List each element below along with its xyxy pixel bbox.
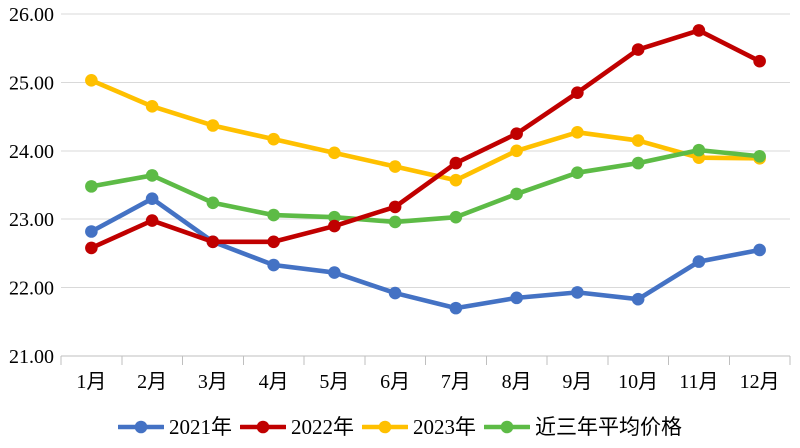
series-2022-marker bbox=[631, 43, 645, 56]
series-2022-line bbox=[89, 28, 762, 251]
legend-label-avg3yr: 近三年平均价格 bbox=[535, 414, 682, 439]
y-axis-tick-label: 26.00 bbox=[9, 4, 54, 26]
series-2023-marker bbox=[85, 74, 98, 87]
series-2022-marker bbox=[449, 156, 463, 170]
series-2022-marker bbox=[206, 235, 220, 249]
series-2023-marker bbox=[510, 144, 523, 158]
series-2023-marker bbox=[267, 132, 280, 146]
series-2022-marker bbox=[753, 54, 766, 68]
series-2021-marker bbox=[388, 286, 402, 300]
series-2022-marker bbox=[145, 214, 159, 227]
series-2022-marker bbox=[388, 200, 402, 214]
series-avg3yr-marker bbox=[267, 208, 280, 222]
series-2023-marker bbox=[388, 160, 402, 173]
y-axis-tick-label: 25.00 bbox=[9, 72, 54, 94]
x-axis-category-label: 6月 bbox=[380, 371, 410, 393]
legend-marker-avg3yr-icon bbox=[484, 420, 530, 434]
series-avg3yr-marker bbox=[571, 166, 584, 179]
series-2021-marker bbox=[267, 258, 280, 272]
series-2021-marker bbox=[692, 255, 706, 268]
chart-plot-area: 21.00 22.00 23.00 24.00 25.00 26.00 1月 2月 3月 4月 5月… bbox=[9, 4, 791, 393]
x-axis-category-label: 12月 bbox=[740, 371, 780, 393]
series-avg3yr-marker bbox=[145, 169, 159, 182]
series-avg3yr-line bbox=[89, 147, 762, 225]
series-avg3yr-marker bbox=[328, 210, 341, 224]
y-axis-tick-label: 21.00 bbox=[9, 346, 54, 368]
series-avg3yr-marker bbox=[85, 180, 98, 193]
legend-item-2022: 2022年 bbox=[240, 414, 354, 439]
series-2022-marker bbox=[692, 24, 706, 37]
series-2023-line bbox=[89, 78, 762, 183]
legend-marker-2021-icon bbox=[118, 420, 164, 434]
series-2021-marker bbox=[571, 286, 584, 299]
legend-item-2023: 2023年 bbox=[362, 414, 476, 439]
legend-item-avg3yr: 近三年平均价格 bbox=[484, 414, 682, 439]
x-axis-category-label: 2月 bbox=[137, 371, 167, 393]
series-2021-line bbox=[89, 196, 762, 311]
series-2022-marker bbox=[510, 127, 523, 140]
series-avg3yr-marker bbox=[753, 149, 766, 163]
series-avg3yr-marker bbox=[631, 156, 645, 170]
series-2022-marker bbox=[328, 219, 341, 233]
series-avg3yr-marker bbox=[388, 215, 402, 229]
legend-item-2021: 2021年 bbox=[118, 414, 232, 439]
series-2022-marker bbox=[571, 86, 584, 99]
x-axis-category-label: 5月 bbox=[319, 371, 349, 393]
series-2021-marker bbox=[510, 291, 523, 305]
series-2023-marker bbox=[571, 126, 584, 139]
legend-marker-2023-icon bbox=[362, 420, 408, 434]
x-axis-category-label: 10月 bbox=[618, 371, 658, 393]
series-avg3yr-marker bbox=[510, 187, 523, 201]
x-axis-category-label: 8月 bbox=[502, 371, 532, 393]
legend-label-2022: 2022年 bbox=[291, 414, 354, 439]
series-2021 bbox=[85, 192, 766, 315]
legend-label-2023: 2023年 bbox=[413, 414, 476, 439]
series-2023-marker bbox=[328, 146, 341, 160]
x-axis-category-label: 11月 bbox=[679, 371, 718, 393]
series-2023-marker bbox=[145, 100, 159, 113]
x-axis-category-label: 3月 bbox=[198, 371, 228, 393]
series-avg3yr-marker bbox=[449, 210, 463, 224]
series-avg3yr bbox=[85, 143, 766, 229]
series-avg3yr-marker bbox=[692, 143, 706, 157]
series-2021-marker bbox=[145, 192, 159, 205]
y-axis-tick-label: 23.00 bbox=[9, 209, 54, 231]
series-2023-marker bbox=[631, 134, 645, 147]
series-2021-marker bbox=[753, 243, 766, 257]
x-axis-category-label: 7月 bbox=[441, 371, 471, 393]
legend-label-2021: 2021年 bbox=[169, 414, 232, 439]
series-2023 bbox=[85, 74, 766, 187]
series-2021-marker bbox=[449, 301, 463, 315]
series-2023-marker bbox=[206, 119, 220, 132]
x-axis-category-label: 4月 bbox=[259, 371, 289, 393]
series-2021-marker bbox=[631, 292, 645, 306]
y-axis-tick-label: 24.00 bbox=[9, 141, 54, 163]
chart-legend: 2021年 2022年 2023年 近三年平均价格 bbox=[0, 411, 800, 443]
series-2023-marker bbox=[449, 173, 463, 187]
x-axis-category-label: 1月 bbox=[76, 371, 106, 393]
x-axis-category-label: 9月 bbox=[562, 371, 592, 393]
series-2022-marker bbox=[267, 235, 280, 249]
series-2022 bbox=[85, 24, 766, 255]
series-2021-marker bbox=[328, 266, 341, 279]
series-avg3yr-marker bbox=[206, 196, 220, 210]
y-axis-tick-label: 22.00 bbox=[9, 278, 54, 300]
legend-marker-2022-icon bbox=[240, 420, 286, 434]
series-2021-marker bbox=[85, 225, 98, 238]
series-2022-marker bbox=[85, 241, 98, 255]
